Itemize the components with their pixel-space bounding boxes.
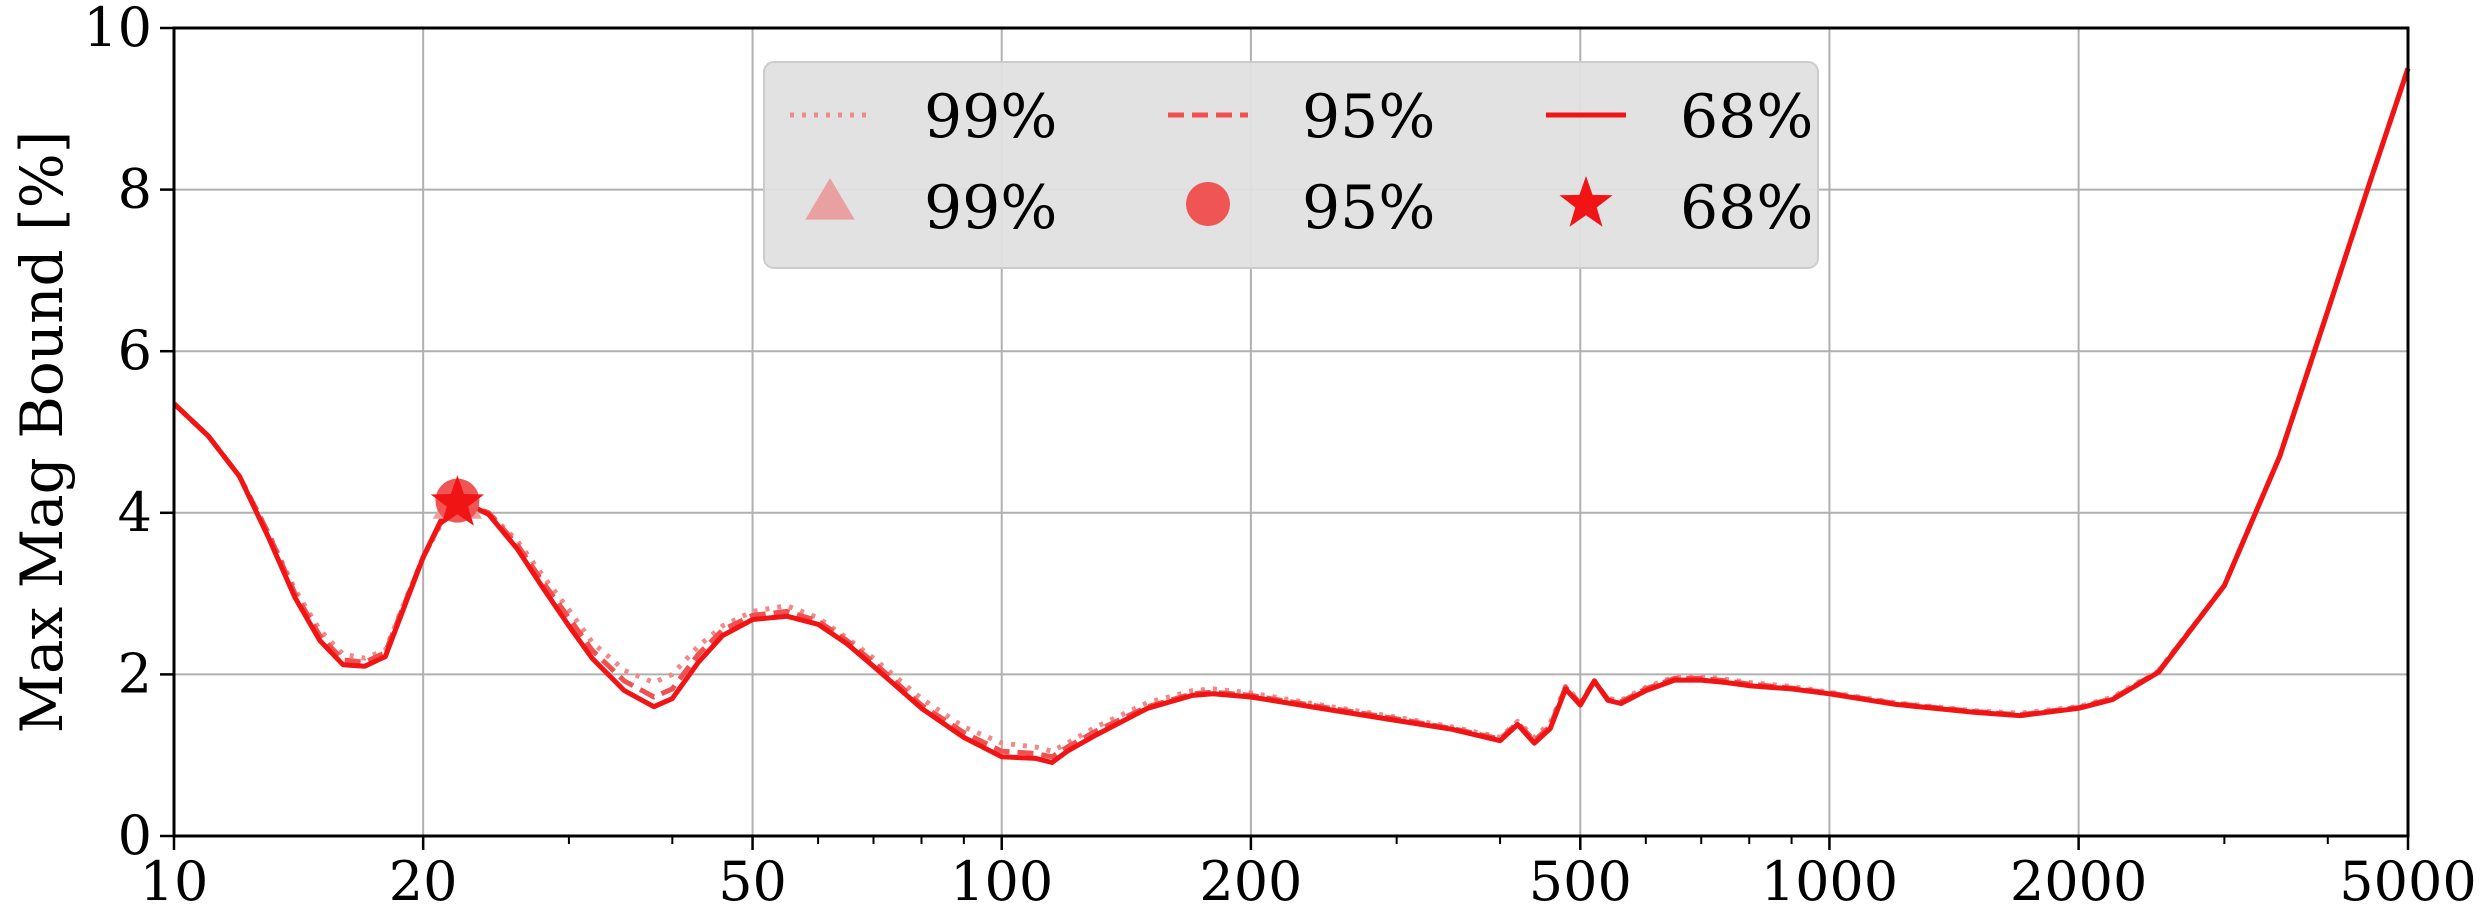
legend-label: 68% (1680, 82, 1813, 152)
y-tick-label: 10 (83, 0, 152, 59)
legend-label: 95% (1302, 82, 1435, 152)
data-markers (430, 475, 485, 526)
x-tick-label: 20 (389, 850, 458, 910)
legend-box (763, 61, 1819, 269)
y-tick-label: 6 (118, 319, 152, 382)
y-tick-label: 4 (118, 481, 152, 544)
legend-marker-circle (1186, 182, 1230, 226)
plot-frame (172, 26, 2410, 838)
marker-star (430, 475, 485, 526)
x-tick-label: 200 (1199, 850, 1302, 910)
legend: 99% 95% 68% 99% 95% 68% (763, 61, 1819, 269)
legend-label: 99% (924, 82, 1057, 152)
axis-ticks (160, 26, 2410, 850)
x-tick-label: 10 (140, 850, 209, 910)
x-tick-label: 100 (950, 850, 1053, 910)
tick-labels: 10 20 50 100 200 500 1000 2000 5000 0 2 4 6 8 10 (83, 0, 2476, 910)
y-tick-label: 8 (118, 158, 152, 221)
x-tick-label: 1000 (1761, 850, 1898, 910)
y-tick-label: 0 (118, 804, 152, 867)
legend-label: 99% (924, 173, 1057, 243)
legend-marker-star (1559, 176, 1613, 227)
y-axis-title: Max Mag Bound [%] (8, 131, 76, 734)
legend-label: 95% (1302, 173, 1435, 243)
x-tick-label: 500 (1529, 850, 1632, 910)
x-tick-label: 2000 (2010, 850, 2147, 910)
x-tick-label: 5000 (2339, 850, 2476, 910)
legend-label: 68% (1680, 173, 1813, 243)
y-tick-label: 2 (118, 642, 152, 705)
x-tick-label: 50 (718, 850, 787, 910)
legend-marker-triangle (805, 178, 855, 220)
